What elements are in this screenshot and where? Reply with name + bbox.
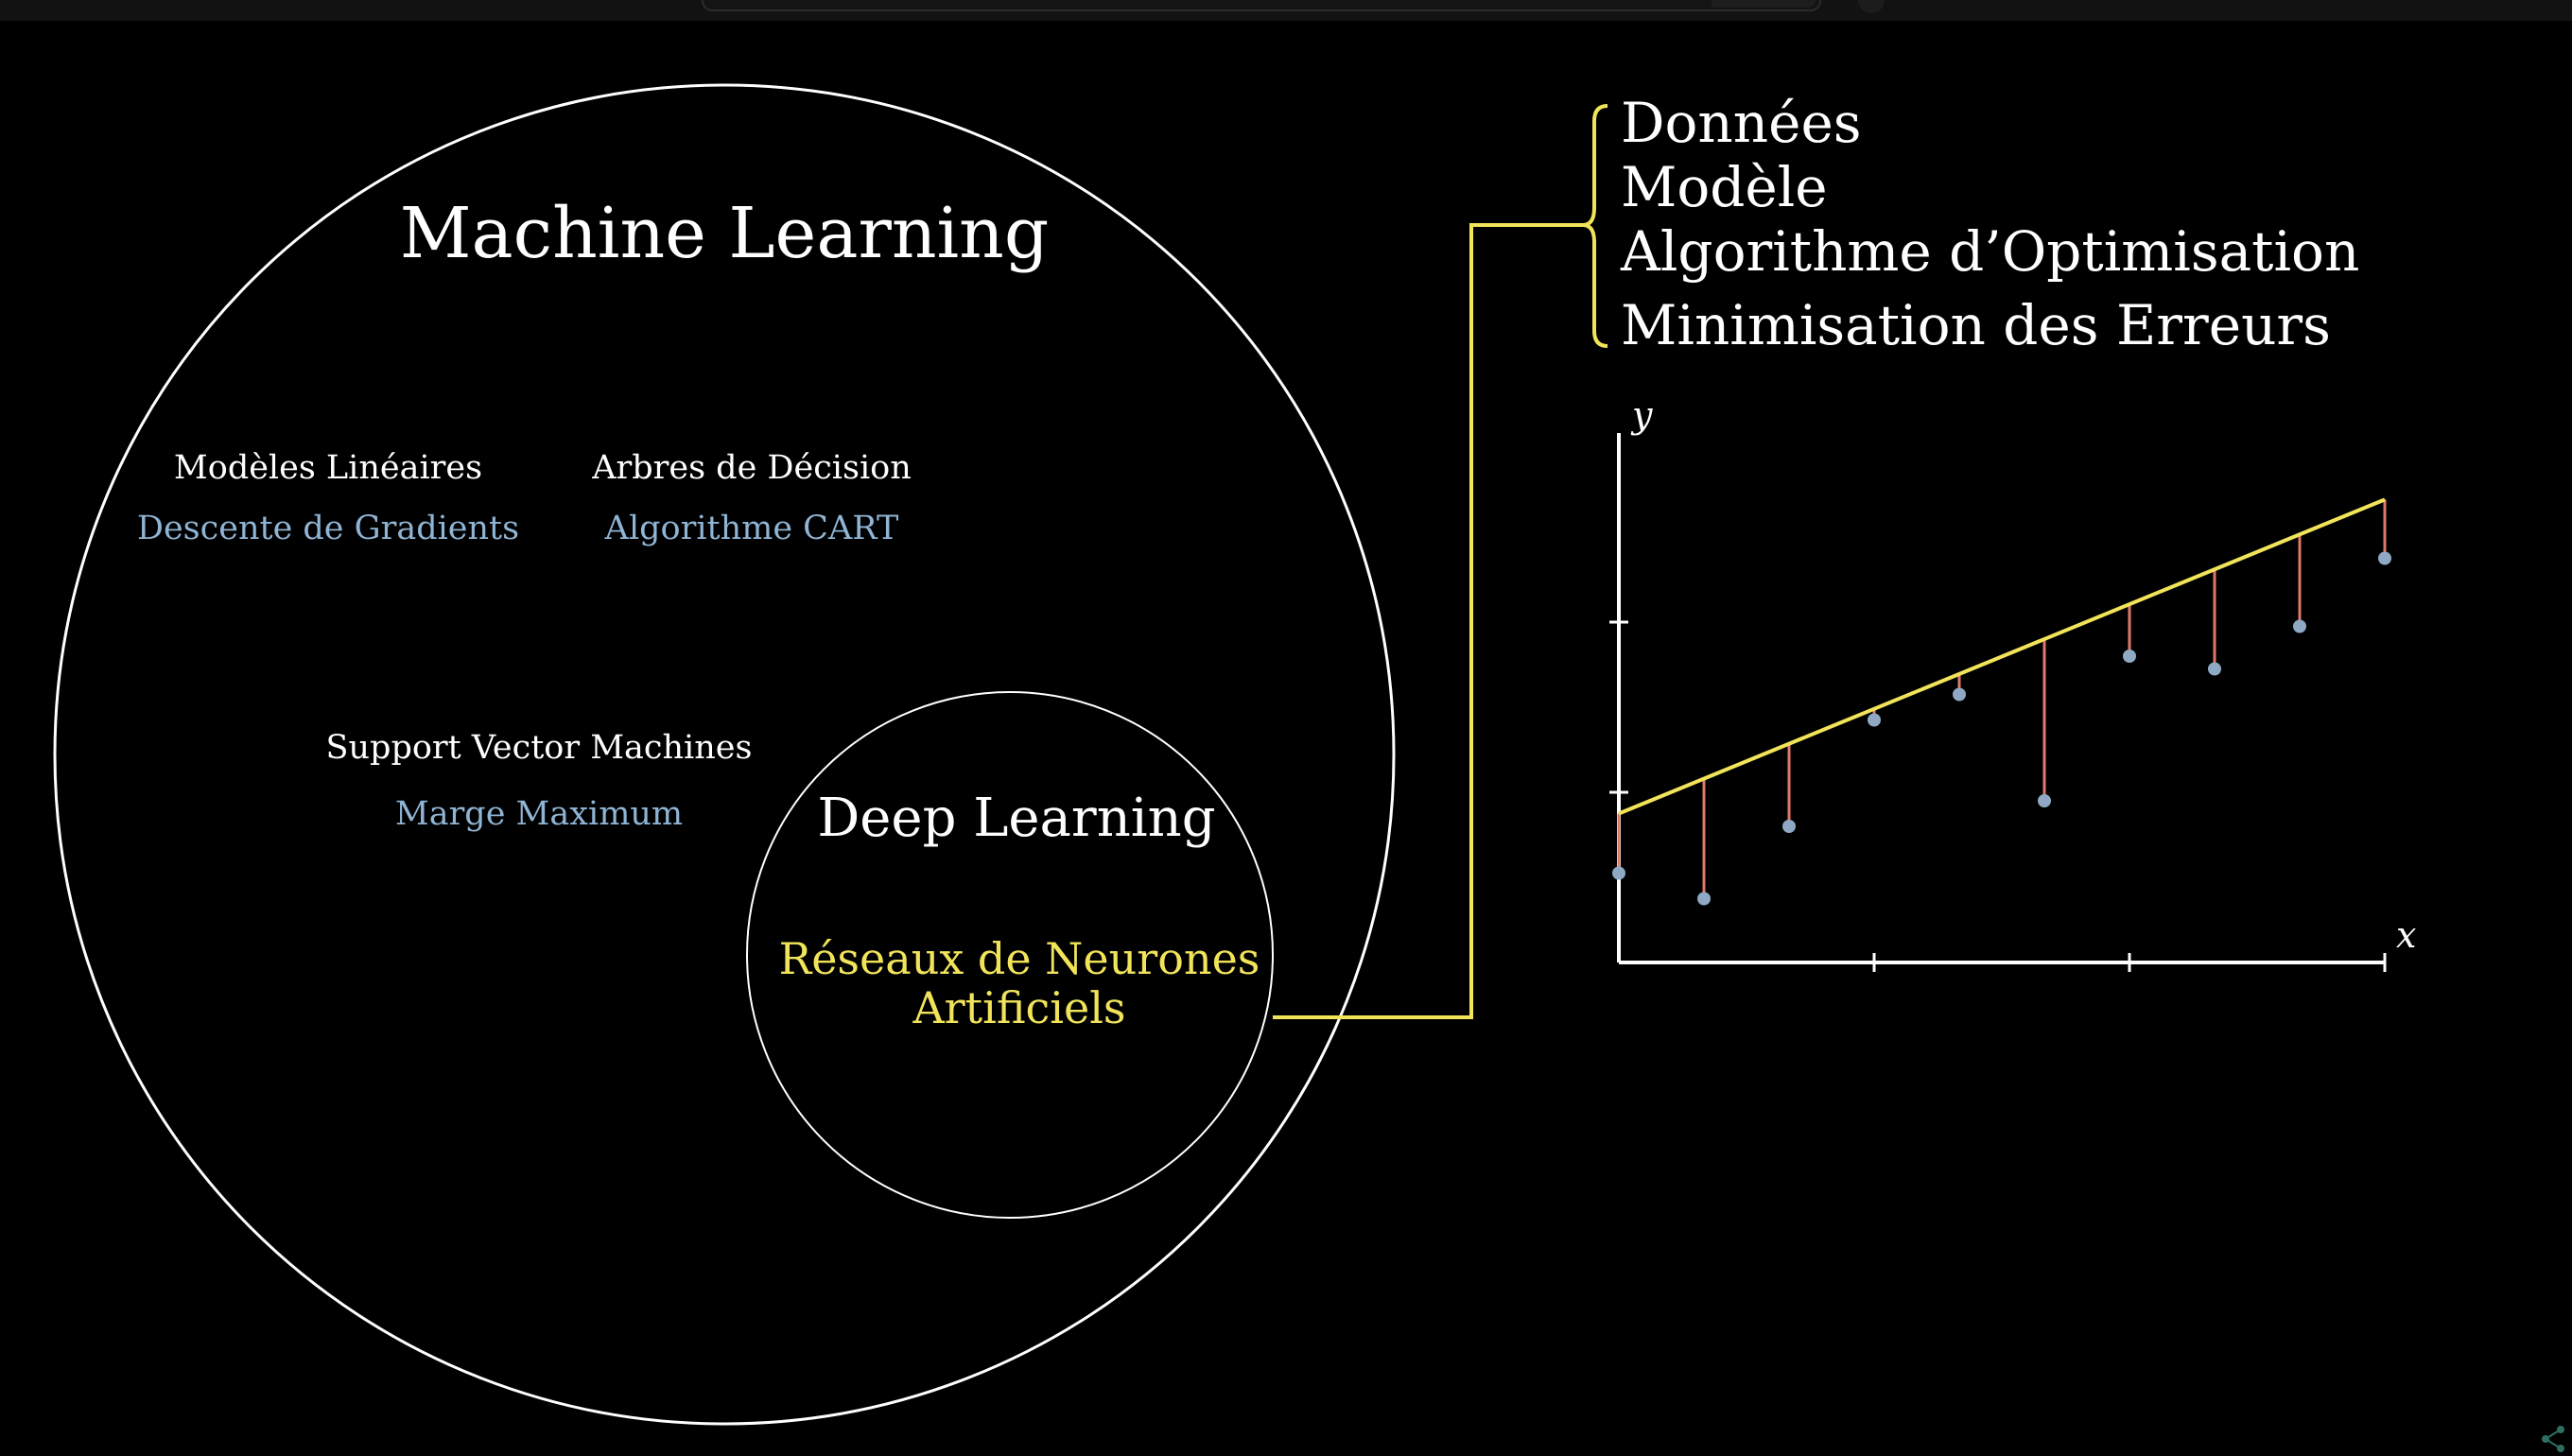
regression-chart: x y <box>1609 394 2416 972</box>
deep-learning-title: Deep Learning <box>817 788 1215 849</box>
component-model: Modèle <box>1621 155 1828 219</box>
component-optimization: Algorithme d’Optimisation <box>1620 219 2359 284</box>
app-logo-icon <box>2542 1426 2564 1452</box>
data-point <box>1612 866 1625 880</box>
linear-models-label: Modèles Linéaires <box>174 449 482 487</box>
data-points <box>1612 551 2391 906</box>
y-ticks <box>1609 620 1628 794</box>
max-margin-label: Marge Maximum <box>395 795 683 833</box>
data-point <box>1782 820 1796 833</box>
x-ticks <box>1872 953 2387 972</box>
component-error-minimization: Minimisation des Erreurs <box>1621 293 2331 357</box>
data-point <box>1868 713 1881 727</box>
machine-learning-title: Machine Learning <box>400 193 1049 274</box>
neural-networks-line1: Réseaux de Neurones <box>779 933 1260 984</box>
profile-icon[interactable] <box>1858 0 1885 13</box>
components-brace <box>1582 104 1608 348</box>
data-point <box>1953 687 1966 702</box>
data-point <box>2123 650 2136 663</box>
window-top-bar <box>0 0 2572 21</box>
connector-line <box>1273 223 1587 1019</box>
y-axis-label: y <box>1630 394 1653 436</box>
data-point <box>2208 662 2221 676</box>
regression-line <box>1618 497 2386 816</box>
data-point <box>2378 551 2391 565</box>
data-point <box>2293 619 2306 633</box>
address-bar-button[interactable] <box>1712 0 1816 8</box>
decision-trees-label: Arbres de Décision <box>591 449 912 487</box>
residual-lines <box>1617 499 2387 899</box>
svm-label: Support Vector Machines <box>326 729 753 767</box>
deep-learning-circle <box>746 691 1274 1219</box>
component-data: Données <box>1621 91 1862 155</box>
machine-learning-circle <box>53 83 1396 1426</box>
data-point <box>1697 892 1711 906</box>
gradient-descent-label: Descente de Gradients <box>137 510 519 547</box>
data-point <box>2038 794 2051 807</box>
x-axis-label: x <box>2396 914 2416 956</box>
cart-algorithm-label: Algorithme CART <box>604 510 899 547</box>
neural-networks-line2: Artificiels <box>912 982 1125 1033</box>
